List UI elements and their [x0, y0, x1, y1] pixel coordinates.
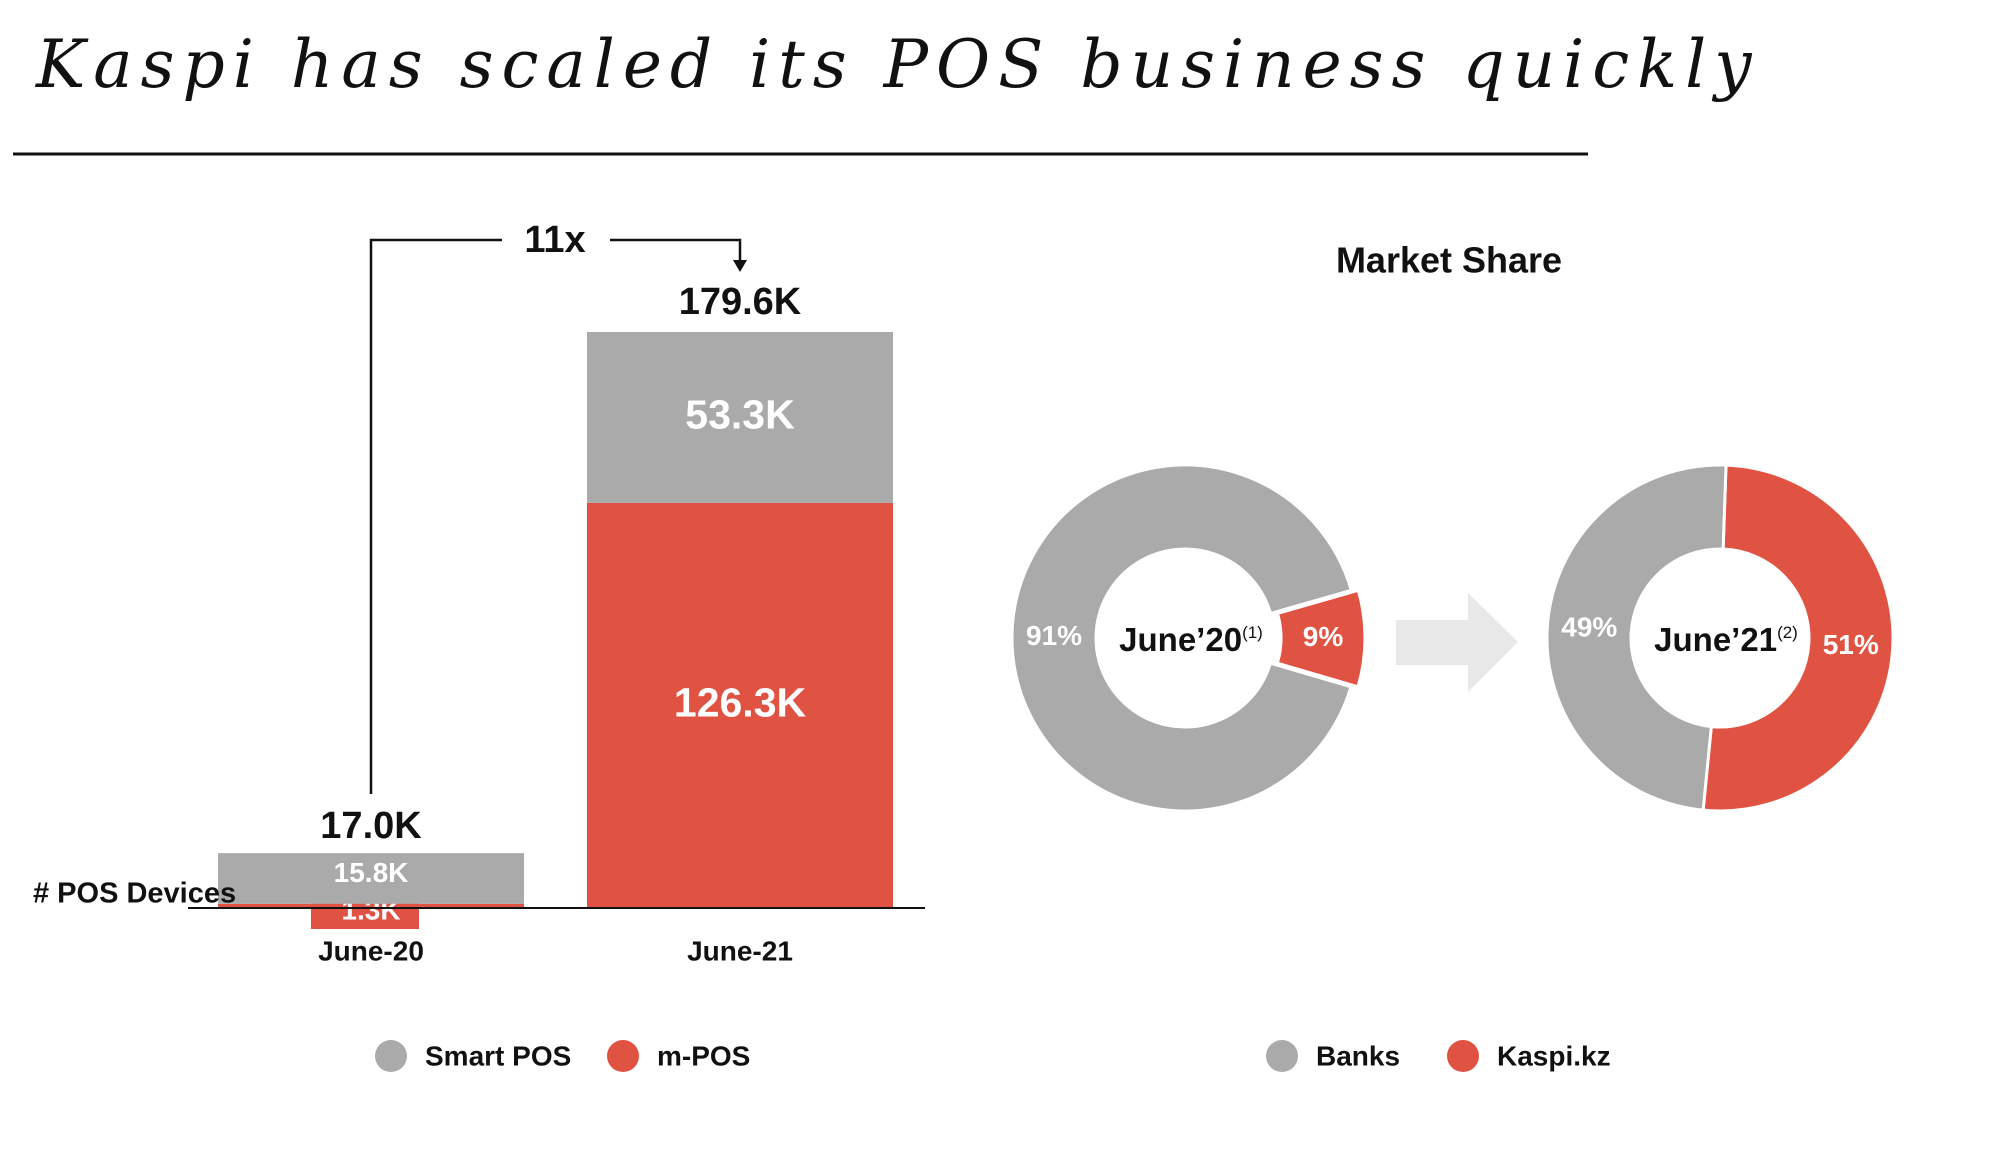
value-label: 9% [1303, 621, 1344, 652]
growth-bracket [369, 238, 502, 794]
donut-slice [1275, 588, 1367, 689]
x-tick-label: June-20 [318, 935, 424, 966]
growth-arrowhead [733, 260, 747, 272]
page-title: Kaspi has scaled its POS business quickl… [35, 26, 1760, 103]
bar-segment [218, 853, 524, 904]
donut-title: Market Share [1336, 240, 1562, 281]
donut-slice [1010, 463, 1354, 813]
value-label: 91% [1026, 620, 1082, 651]
total-label: 17.0K [320, 805, 422, 847]
legend-marker [1447, 1040, 1479, 1072]
legend-label: m-POS [657, 1040, 750, 1071]
total-label: 179.6K [679, 281, 802, 323]
value-label: 49% [1561, 612, 1617, 643]
bar-segment [587, 502, 893, 908]
transition-arrow [1396, 593, 1518, 692]
legend-label: Smart POS [425, 1040, 571, 1071]
y-axis-label: # POS Devices [33, 878, 236, 910]
legend-marker [375, 1040, 407, 1072]
value-label: 126.3K [674, 679, 807, 725]
value-label: 51% [1823, 629, 1879, 660]
donut-slice [1701, 463, 1895, 813]
bar-segment [587, 332, 893, 503]
legend-marker [607, 1040, 639, 1072]
growth-bracket [610, 238, 742, 262]
donut-center-note: (1) [1242, 623, 1263, 642]
donut-slice [1545, 463, 1728, 812]
legend-label: Kaspi.kz [1497, 1040, 1611, 1071]
donut-center-name: June’21 [1654, 621, 1777, 658]
donut-center-label: June’21(2) [1654, 621, 1798, 658]
donut-center-label: June’20(1) [1119, 621, 1263, 658]
legend-marker [1266, 1040, 1298, 1072]
growth-annotation: 11x [524, 219, 585, 261]
value-label: 15.8K [334, 857, 409, 888]
donut-center-name: June’20 [1119, 621, 1242, 658]
x-tick-label: June-21 [687, 935, 793, 966]
value-label: 53.3K [685, 391, 795, 437]
legend-label: Banks [1316, 1040, 1400, 1071]
donut-center-note: (2) [1777, 623, 1798, 642]
